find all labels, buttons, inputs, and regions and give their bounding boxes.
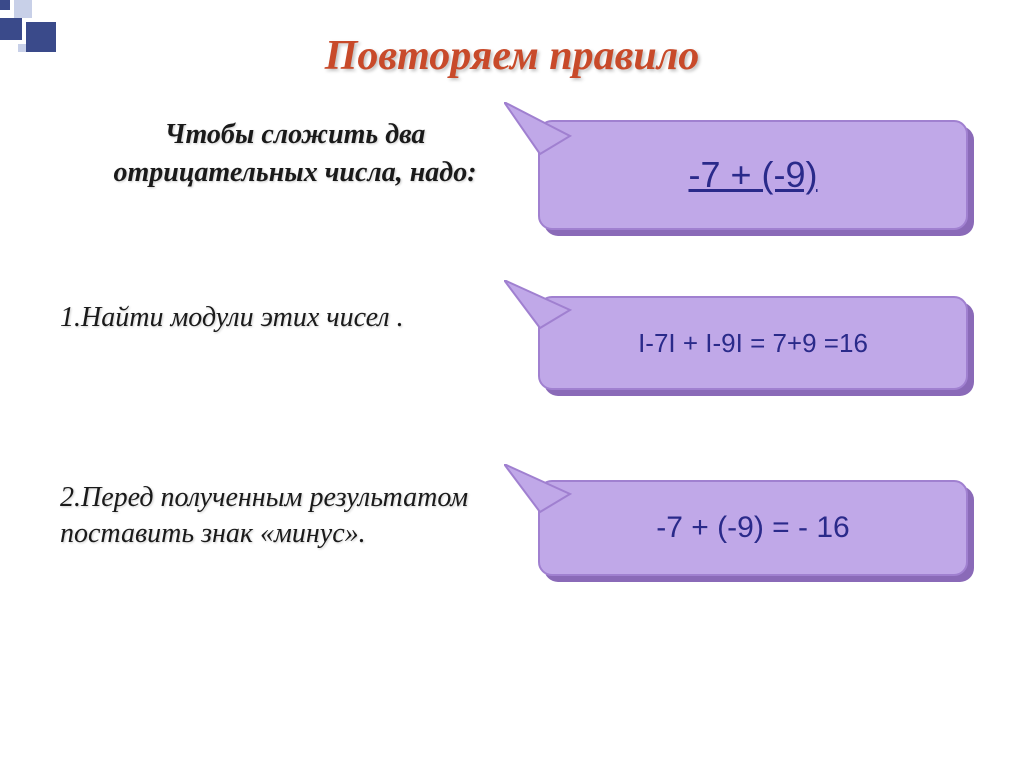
callout-pointer-icon xyxy=(504,464,574,514)
step-2: 2.Перед полученным результатом поставить… xyxy=(60,480,480,553)
callout-result: -7 + (-9) = - 16 xyxy=(538,480,968,576)
callout-pointer-icon xyxy=(504,102,574,157)
callout-pointer-icon xyxy=(504,280,574,330)
callout-1-text: -7 + (-9) xyxy=(688,154,817,196)
callout-3-text: -7 + (-9) = - 16 xyxy=(656,511,849,545)
slide-title: Повторяем правило xyxy=(0,32,1024,80)
callout-example: -7 + (-9) xyxy=(538,120,968,230)
step-1: 1.Найти модули этих чисел . xyxy=(60,300,480,336)
intro-text: Чтобы сложить два отрицательных числа, н… xyxy=(105,116,485,192)
callout-2-text: I-7I + I-9I = 7+9 =16 xyxy=(638,328,868,359)
step-2-number: 2. xyxy=(60,482,81,513)
callout-moduli: I-7I + I-9I = 7+9 =16 xyxy=(538,296,968,390)
step-2-text: Перед полученным результатом поставить з… xyxy=(60,482,468,549)
step-1-text: Найти модули этих чисел . xyxy=(81,302,404,333)
step-1-number: 1. xyxy=(60,302,81,333)
